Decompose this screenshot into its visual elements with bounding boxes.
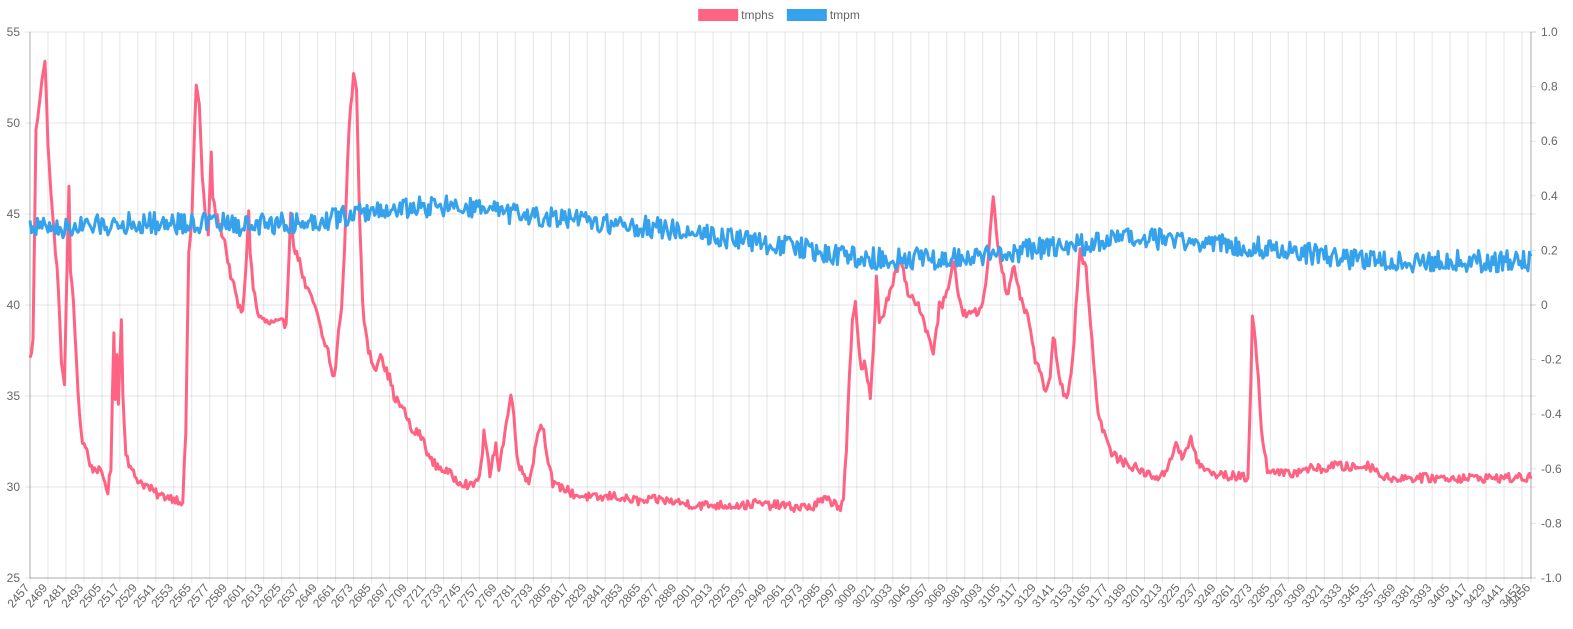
y-left-tick-label: 25 xyxy=(7,571,21,585)
legend-item-tmpm[interactable]: tmpm xyxy=(786,8,860,22)
legend-swatch xyxy=(786,9,827,21)
y-right-tick-label: 1.0 xyxy=(1541,25,1558,39)
y-left-tick-label: 55 xyxy=(7,25,21,39)
y-right-tick-label: -1.0 xyxy=(1541,571,1562,585)
y-left-tick-label: 50 xyxy=(7,116,21,130)
axes: 2457246924812493250525172529254125532565… xyxy=(4,25,1562,610)
y-right-tick-label: 0.4 xyxy=(1541,189,1558,203)
series-line-tmpm xyxy=(28,194,1533,274)
y-right-tick-label: -0.6 xyxy=(1541,462,1562,476)
series-lines xyxy=(28,59,1533,513)
y-right-tick-label: 0.2 xyxy=(1541,243,1558,257)
y-left-tick-label: 35 xyxy=(7,389,21,403)
series-line-tmphs xyxy=(28,59,1533,513)
y-left-tick-label: 40 xyxy=(7,298,21,312)
y-right-tick-label: -0.2 xyxy=(1541,353,1562,367)
legend-item-tmphs[interactable]: tmphs xyxy=(698,8,774,22)
legend[interactable]: tmphs tmpm xyxy=(698,8,860,22)
legend-swatch xyxy=(698,9,739,21)
y-right-tick-label: 0.6 xyxy=(1541,134,1558,148)
y-right-tick-label: 0 xyxy=(1541,298,1548,312)
legend-label: tmpm xyxy=(830,8,860,22)
y-right-tick-label: -0.8 xyxy=(1541,516,1562,530)
y-right-tick-label: -0.4 xyxy=(1541,407,1562,421)
y-left-tick-label: 45 xyxy=(7,207,21,221)
y-right-tick-label: 0.8 xyxy=(1541,80,1558,94)
y-left-tick-label: 30 xyxy=(7,480,21,494)
legend-label: tmphs xyxy=(741,8,774,22)
grid-lines xyxy=(25,31,1536,583)
